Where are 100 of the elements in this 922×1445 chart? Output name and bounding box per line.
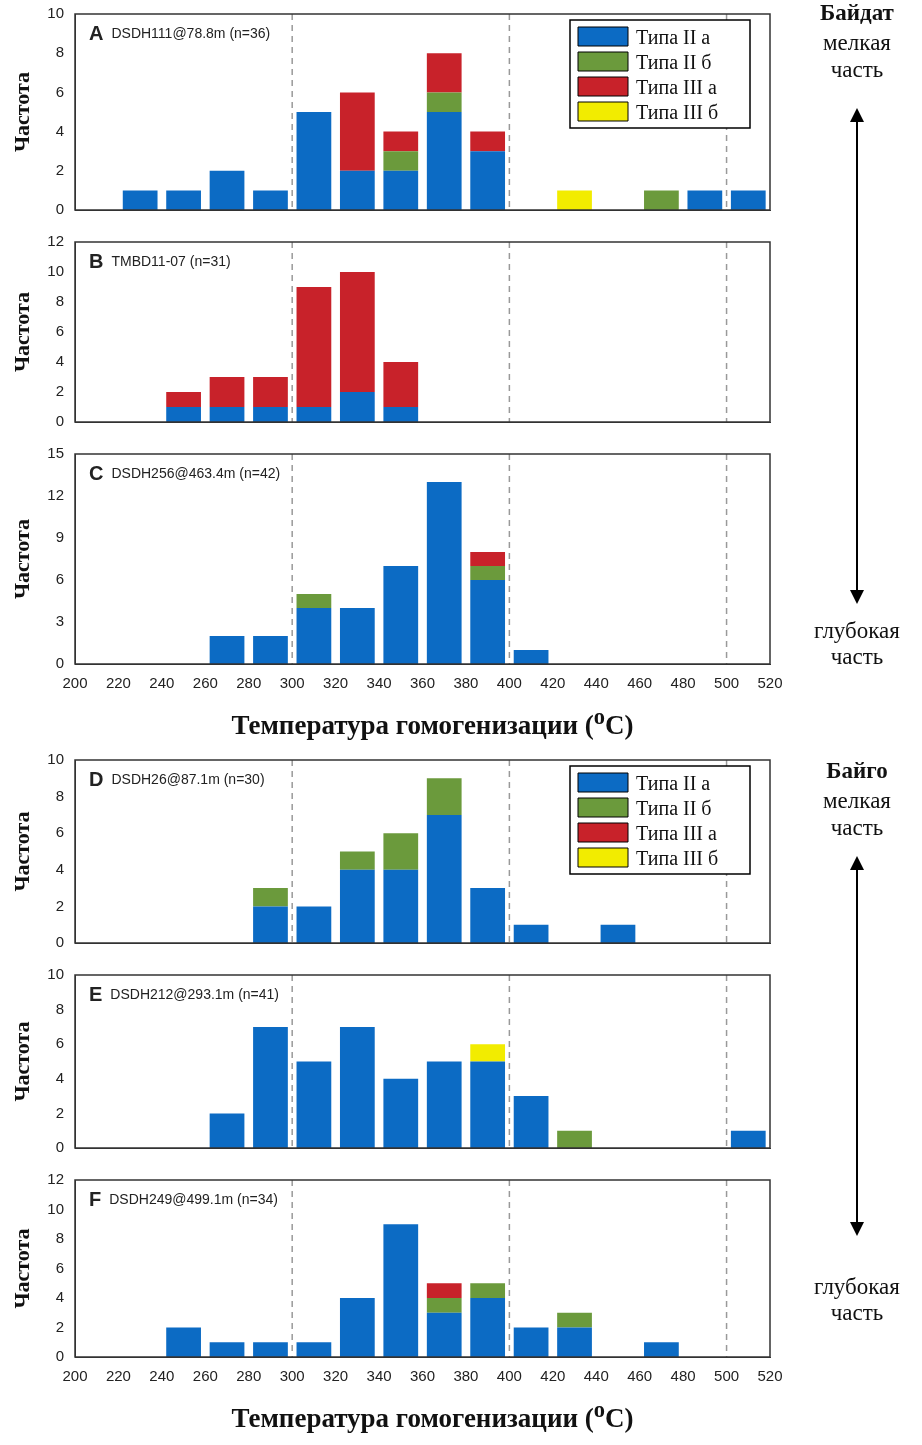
y-tick-label: 10 [47, 1199, 64, 1217]
y-axis-title: Частота [8, 518, 34, 600]
x-tick-label: 340 [366, 674, 392, 692]
y-tick-label: 2 [55, 160, 64, 178]
legend-label: Типа III б [636, 847, 719, 869]
x-tick-label: 520 [757, 1367, 783, 1385]
annotation: DSDH249@499.1m (n=34) [109, 1191, 278, 1207]
x-tick-label: 500 [714, 1367, 740, 1385]
y-tick-label: 4 [55, 1288, 64, 1306]
y-tick-label: 15 [47, 444, 64, 462]
annotation: DSDH26@87.1m (n=30) [111, 771, 265, 787]
y-tick-label: 2 [55, 896, 64, 914]
x-tick-label: 460 [627, 674, 653, 692]
legend-label: Типа III а [636, 76, 717, 98]
legend-label: Типа III б [636, 101, 719, 123]
y-axis-title: Частота [8, 291, 34, 373]
x-tick-label: 400 [496, 674, 522, 692]
y-tick-label: 2 [55, 382, 64, 400]
annotation: F [89, 1188, 102, 1210]
y-tick-label: 4 [55, 1068, 64, 1086]
y-tick-label: 10 [47, 965, 64, 983]
annotation: DSDH212@293.1m (n=41) [110, 986, 280, 1002]
y-tick-label: 4 [55, 859, 64, 877]
y-tick-label: 2 [55, 1317, 64, 1335]
x-tick-label: 360 [409, 1367, 436, 1385]
text: Байдат [819, 0, 895, 27]
y-tick-label: 0 [55, 933, 64, 951]
x-tick-label: 280 [236, 674, 262, 692]
y-tick-label: 10 [47, 750, 64, 768]
x-tick-label: 220 [105, 1367, 131, 1385]
x-axis-title: Температура гомогенизации ($^{o}$C) [230, 1396, 635, 1435]
y-axis-title: Частота [8, 811, 34, 892]
text: глубокая часть [813, 1274, 901, 1327]
x-tick-label: 440 [583, 1367, 609, 1385]
y-axis-title: Частота [8, 1021, 34, 1102]
y-tick-label: 10 [47, 262, 64, 280]
y-tick-label: 6 [55, 823, 64, 841]
x-tick-label: 500 [714, 674, 740, 692]
x-tick-label: 360 [409, 674, 436, 692]
y-tick-label: 0 [55, 200, 64, 218]
text: мелкая часть [822, 788, 892, 842]
x-tick-label: 240 [149, 1367, 175, 1385]
x-tick-label: 220 [105, 674, 131, 692]
x-tick-label: 380 [453, 1367, 479, 1385]
x-tick-label: 400 [496, 1367, 522, 1385]
y-tick-label: 8 [55, 43, 64, 61]
y-tick-label: 0 [55, 412, 64, 430]
text: глубокая часть [813, 618, 901, 671]
annotation: D [89, 768, 104, 790]
x-tick-label: 320 [323, 1367, 349, 1385]
x-tick-label: 480 [670, 674, 696, 692]
y-tick-label: 12 [47, 486, 64, 504]
legend-label: Типа II а [636, 772, 711, 794]
x-tick-label: 340 [366, 1367, 392, 1385]
annotation: C [89, 462, 104, 484]
y-tick-label: 6 [55, 570, 64, 588]
annotation: A [89, 22, 104, 44]
annotation: DSDH256@463.4m (n=42) [111, 465, 281, 481]
y-tick-label: 6 [55, 1034, 64, 1052]
annotation: E [89, 983, 103, 1005]
annotation: DSDH111@78.8m (n=36) [111, 25, 271, 41]
x-tick-label: 300 [279, 674, 305, 692]
x-axis-title: Температура гомогенизации ($^{o}$C) [230, 703, 635, 742]
x-tick-label: 480 [670, 1367, 696, 1385]
y-axis-title: Частота [8, 1228, 34, 1309]
y-tick-label: 8 [55, 786, 64, 804]
y-tick-label: 9 [55, 528, 64, 546]
y-tick-label: 8 [55, 1229, 64, 1247]
x-tick-label: 320 [323, 674, 349, 692]
x-tick-label: 420 [540, 674, 566, 692]
y-tick-label: 8 [55, 292, 64, 310]
y-tick-label: 6 [55, 82, 64, 100]
y-tick-label: 0 [55, 654, 64, 672]
y-tick-label: 12 [47, 1170, 64, 1188]
x-tick-label: 440 [583, 674, 609, 692]
y-tick-label: 0 [55, 1347, 64, 1365]
text: мелкая часть [822, 30, 892, 84]
y-tick-label: 6 [55, 1258, 64, 1276]
y-tick-label: 12 [47, 232, 64, 250]
y-tick-label: 4 [55, 121, 64, 139]
x-tick-label: 380 [453, 674, 479, 692]
x-tick-label: 420 [540, 1367, 566, 1385]
x-tick-label: 300 [279, 1367, 305, 1385]
annotation: B [89, 250, 104, 272]
y-tick-label: 3 [55, 612, 64, 630]
legend-label: Типа II б [636, 51, 712, 73]
x-tick-label: 520 [757, 674, 783, 692]
legend-label: Типа III а [636, 822, 717, 844]
y-axis-title: Частота [8, 71, 34, 153]
x-tick-label: 260 [192, 1367, 218, 1385]
x-tick-label: 200 [62, 1367, 88, 1385]
y-tick-label: 0 [55, 1138, 64, 1156]
y-tick-label: 10 [47, 4, 64, 22]
annotation: TMBD11-07 (n=31) [111, 253, 231, 269]
legend-label: Типа II б [636, 797, 712, 819]
x-tick-label: 280 [236, 1367, 262, 1385]
y-tick-label: 2 [55, 1103, 64, 1121]
x-tick-label: 260 [192, 674, 218, 692]
text: Байго [825, 758, 889, 785]
x-tick-label: 200 [62, 674, 88, 692]
